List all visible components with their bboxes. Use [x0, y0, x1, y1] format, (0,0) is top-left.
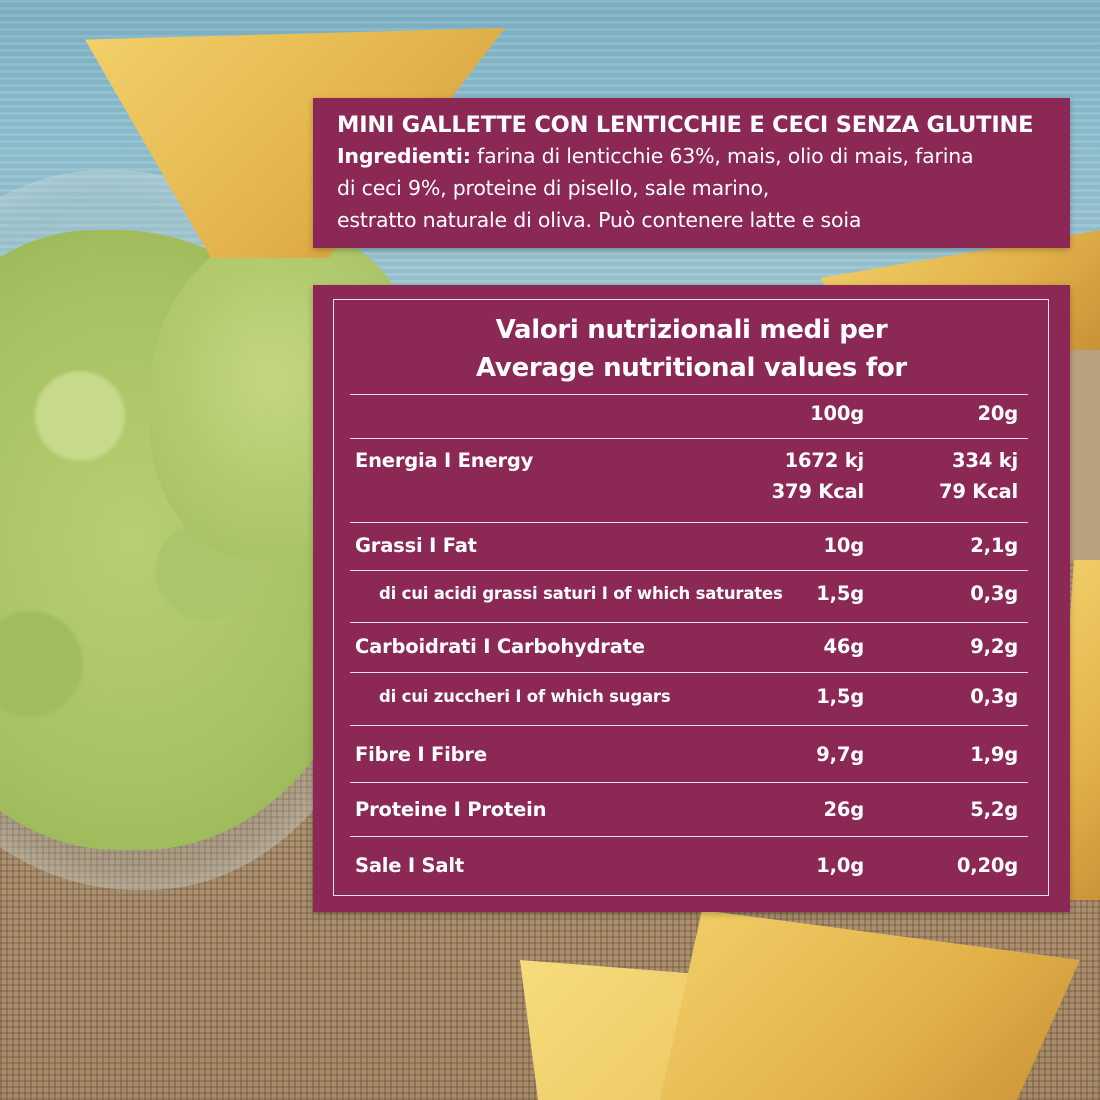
- table-divider: [350, 782, 1028, 783]
- salt-100g: 1,0g: [816, 854, 864, 877]
- protein-20g: 5,2g: [970, 798, 1018, 821]
- energy-kj-100g: 1672 kj: [784, 449, 865, 472]
- ingredients-panel: MINI GALLETTE CON LENTICCHIE E CECI SENZ…: [313, 98, 1070, 248]
- nutrition-panel: Valori nutrizionali medi per Average nut…: [313, 285, 1070, 912]
- carbohydrate-20g: 9,2g: [970, 635, 1018, 658]
- row-label-carbohydrate: Carboidrati I Carbohydrate: [355, 635, 645, 658]
- row-label-energy: Energia I Energy: [355, 449, 534, 472]
- ingredients-line-1: farina di lenticchie 63%, mais, olio di …: [470, 144, 974, 168]
- salt-20g: 0,20g: [956, 854, 1018, 877]
- ingredients-text: Ingredienti: farina di lenticchie 63%, m…: [337, 140, 1070, 236]
- table-divider: [350, 622, 1028, 623]
- table-divider: [350, 672, 1028, 673]
- column-header-20g: 20g: [977, 402, 1019, 425]
- nutrition-heading: Valori nutrizionali medi per Average nut…: [313, 311, 1070, 387]
- table-divider: [350, 394, 1028, 395]
- sugars-100g: 1,5g: [816, 685, 864, 708]
- table-divider: [350, 725, 1028, 726]
- nutrition-heading-en: Average nutritional values for: [476, 353, 907, 383]
- protein-100g: 26g: [823, 798, 865, 821]
- ingredients-label: Ingredienti:: [337, 144, 471, 168]
- fat-20g: 2,1g: [970, 534, 1018, 557]
- table-divider: [350, 570, 1028, 571]
- saturates-100g: 1,5g: [816, 582, 864, 605]
- product-title: MINI GALLETTE CON LENTICCHIE E CECI SENZ…: [337, 112, 1034, 138]
- row-label-protein: Proteine I Protein: [355, 798, 547, 821]
- row-label-fat: Grassi I Fat: [355, 534, 477, 557]
- ingredients-line-3: estratto naturale di oliva. Può contener…: [337, 208, 862, 232]
- fat-100g: 10g: [823, 534, 865, 557]
- saturates-20g: 0,3g: [970, 582, 1018, 605]
- table-divider: [350, 836, 1028, 837]
- energy-kcal-100g: 379 Kcal: [771, 480, 865, 503]
- table-divider: [350, 522, 1028, 523]
- column-header-100g: 100g: [810, 402, 864, 425]
- sugars-20g: 0,3g: [970, 685, 1018, 708]
- energy-kcal-20g: 79 Kcal: [938, 480, 1018, 503]
- row-label-fibre: Fibre I Fibre: [355, 743, 487, 766]
- fibre-100g: 9,7g: [816, 743, 864, 766]
- fibre-20g: 1,9g: [970, 743, 1018, 766]
- ingredients-line-2: di ceci 9%, proteine di pisello, sale ma…: [337, 176, 770, 200]
- table-divider: [350, 438, 1028, 439]
- energy-kj-20g: 334 kj: [952, 449, 1018, 472]
- nutrition-frame: [333, 299, 1049, 896]
- row-label-saturates: di cui acidi grassi saturi I of which sa…: [379, 584, 783, 603]
- nutrition-heading-it: Valori nutrizionali medi per: [495, 315, 888, 345]
- row-label-sugars: di cui zuccheri I of which sugars: [379, 687, 671, 706]
- row-label-salt: Sale I Salt: [355, 854, 464, 877]
- carbohydrate-100g: 46g: [823, 635, 865, 658]
